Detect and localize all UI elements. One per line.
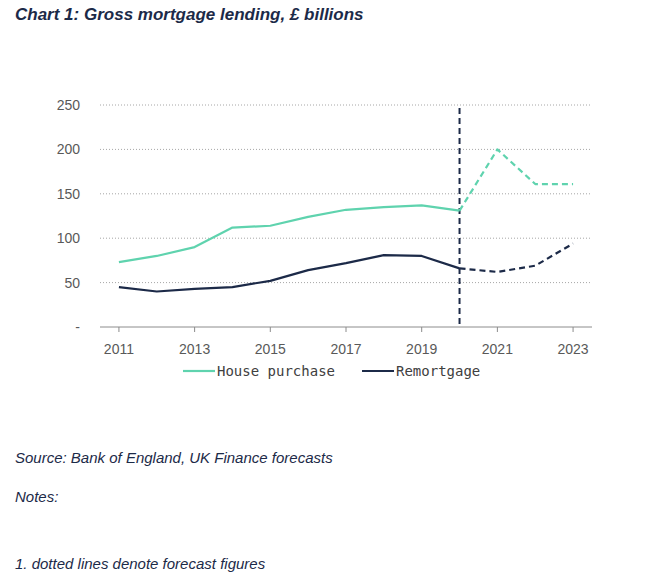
legend-swatch <box>362 370 394 372</box>
legend-label: House purchase <box>217 363 335 379</box>
grid-line <box>100 238 592 239</box>
series-line <box>119 205 460 262</box>
grid-line <box>100 105 592 106</box>
forecast-divider <box>459 108 461 327</box>
x-tick-label: 2021 <box>482 341 513 357</box>
y-tick-label: 200 <box>57 141 81 157</box>
grid-line <box>100 149 592 150</box>
y-tick-label: - <box>75 319 80 335</box>
x-tick-label: 2013 <box>179 341 210 357</box>
x-tick-label: 2019 <box>406 341 437 357</box>
source: Source: Bank of England, UK Finance fore… <box>15 449 333 466</box>
legend-label: Remortgage <box>396 363 480 379</box>
chart: Chart 1: Gross mortgage lending, £ billi… <box>0 0 645 579</box>
series-line <box>119 255 460 291</box>
x-tick <box>270 327 271 332</box>
y-tick-label: 100 <box>57 230 81 246</box>
x-tick-label: 2017 <box>330 341 361 357</box>
y-tick-label: 50 <box>64 275 80 291</box>
grid-line <box>100 193 592 194</box>
x-tick <box>346 327 347 332</box>
x-tick <box>194 327 195 332</box>
note: 1. dotted lines denote forecast figures <box>15 555 266 572</box>
plot-area <box>119 149 573 291</box>
series-line <box>460 244 574 272</box>
series-line <box>460 149 574 210</box>
notes-heading: Notes: <box>15 488 58 505</box>
title: Chart 1: Gross mortgage lending, £ billi… <box>15 5 364 24</box>
y-tick-label: 250 <box>57 97 81 113</box>
legend-swatch <box>183 370 215 372</box>
grid-line <box>100 282 592 283</box>
x-tick-label: 2023 <box>557 341 588 357</box>
x-tick-label: 2015 <box>255 341 286 357</box>
x-tick <box>118 327 119 332</box>
x-tick <box>573 327 574 332</box>
y-tick-label: 150 <box>57 186 81 202</box>
x-tick-label: 2011 <box>104 341 134 357</box>
x-tick <box>497 327 498 332</box>
x-tick <box>421 327 422 332</box>
